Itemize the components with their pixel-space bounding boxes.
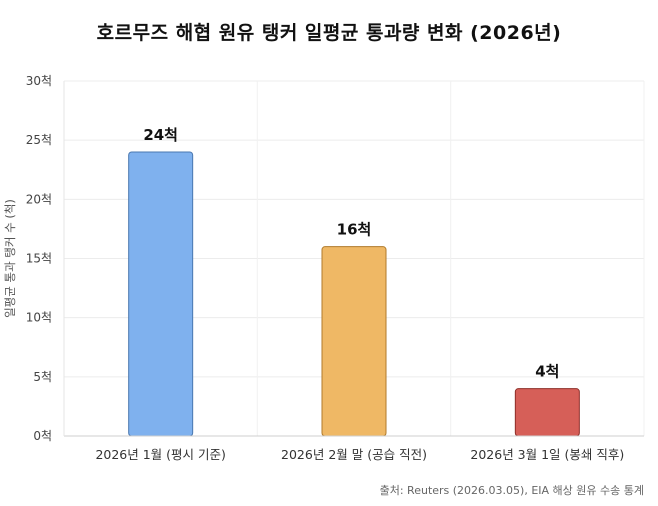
- data-label: 16척: [337, 221, 372, 239]
- x-tick-label: 2026년 3월 1일 (봉쇄 직후): [470, 447, 624, 462]
- y-tick-label: 25척: [26, 133, 52, 147]
- x-axis-ticks: 2026년 1월 (평시 기준) 2026년 2월 말 (공습 직전) 2026년 …: [95, 447, 624, 462]
- x-tick-label: 2026년 2월 말 (공습 직전): [281, 447, 427, 462]
- x-tick-label: 2026년 1월 (평시 기준): [95, 447, 225, 462]
- chart-title: 호르무즈 해협 원유 탱커 일평균 통과량 변화 (2026년): [96, 22, 562, 44]
- y-tick-label: 5척: [33, 370, 52, 384]
- bar: [321, 246, 387, 437]
- data-label: 24척: [143, 126, 178, 144]
- y-axis-label: 일평균 통과 탱커 수 (척): [3, 199, 17, 318]
- bar: [514, 388, 580, 437]
- data-label: 4척: [535, 363, 559, 381]
- bar: [128, 151, 194, 437]
- y-tick-label: 0척: [33, 429, 52, 443]
- y-tick-label: 15척: [26, 252, 52, 266]
- y-axis-ticks: 0척 5척 10척 15척 20척 25척 30척: [26, 74, 52, 443]
- bars: [128, 151, 580, 437]
- y-tick-label: 20척: [26, 192, 52, 206]
- data-labels: 24척 16척 4척: [143, 126, 559, 381]
- source-note: 출처: Reuters (2026.03.05), EIA 해상 원유 수송 통…: [379, 484, 644, 497]
- y-tick-label: 10척: [26, 311, 52, 325]
- y-tick-label: 30척: [26, 74, 52, 88]
